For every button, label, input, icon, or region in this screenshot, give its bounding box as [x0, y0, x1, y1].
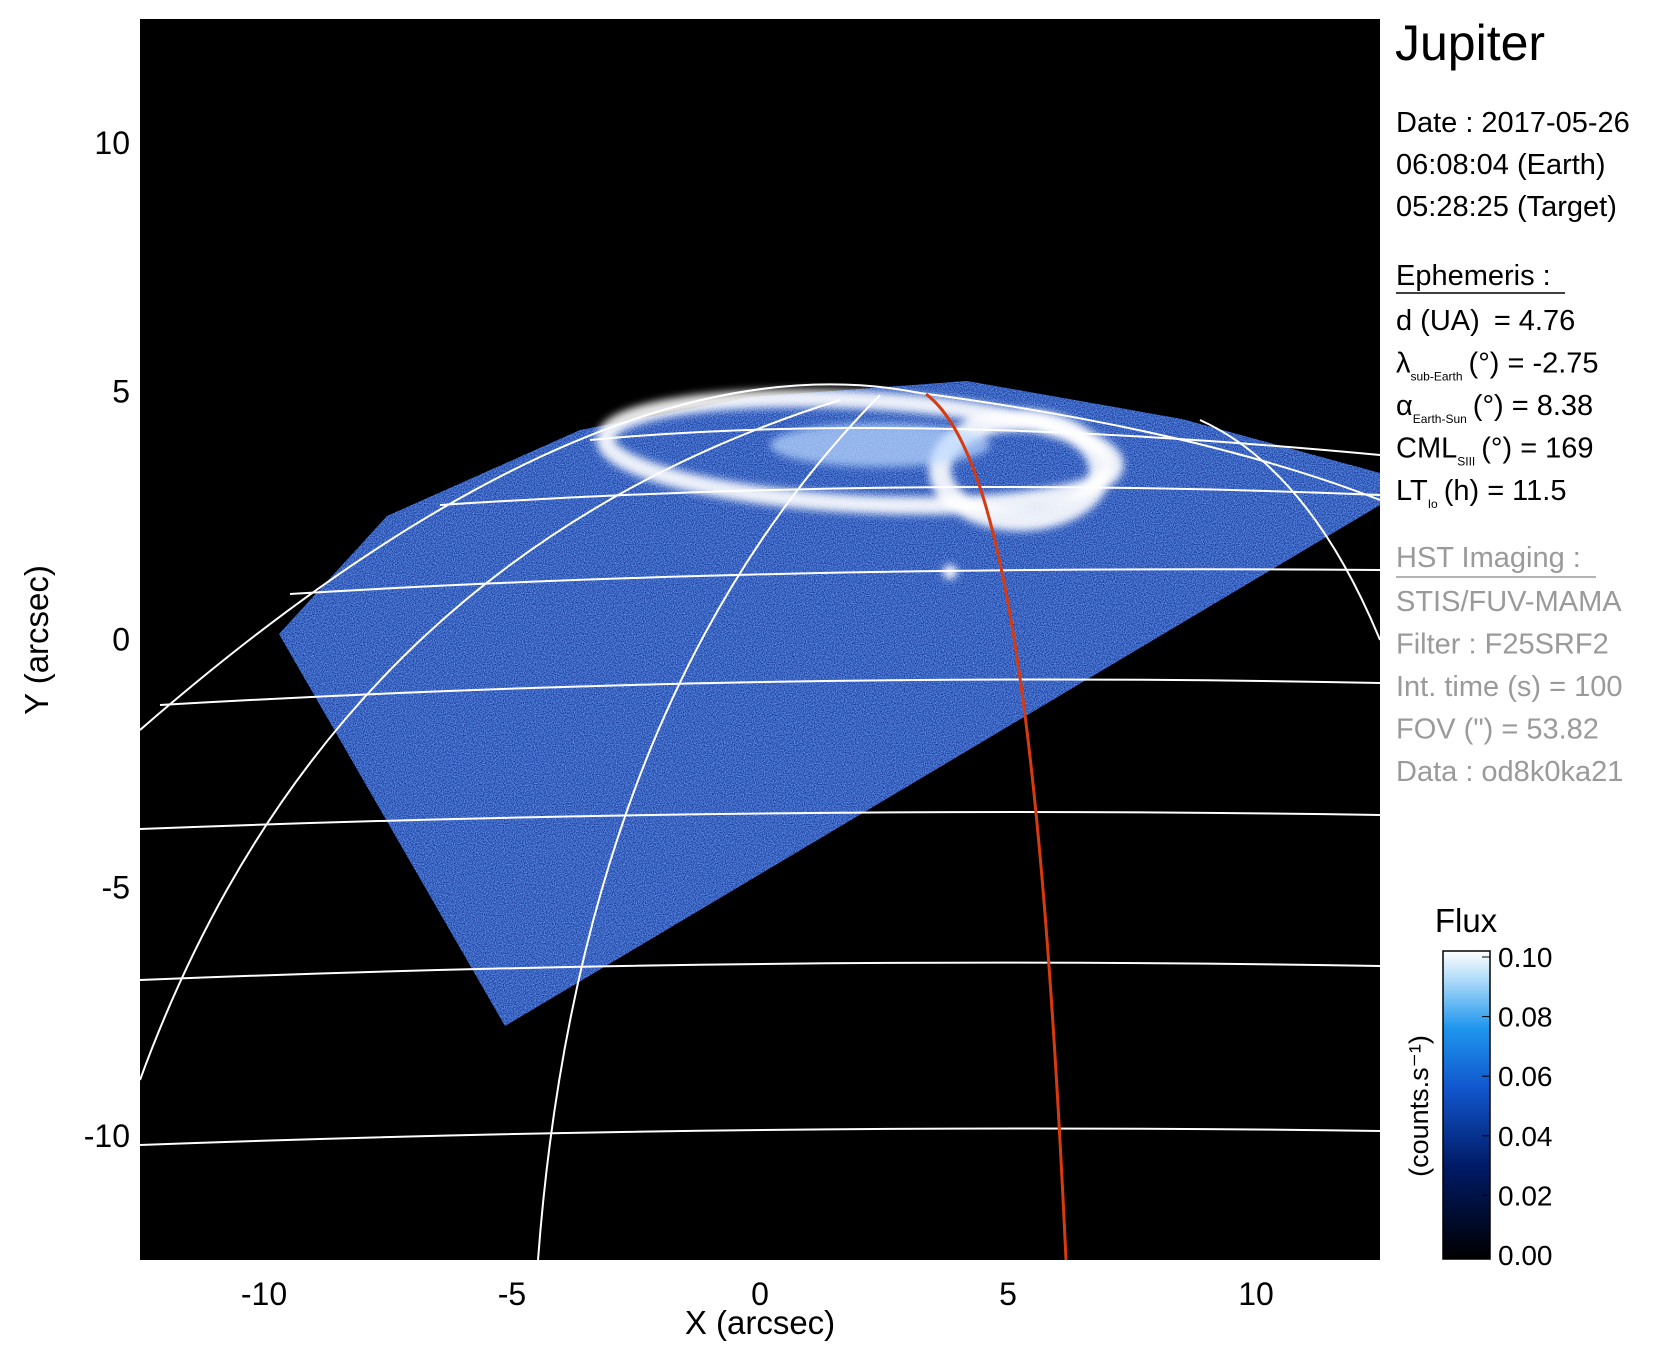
observation-info: Date : 2017-05-26 [1396, 107, 1630, 139]
ephemeris-name: λ [1396, 348, 1411, 380]
longitude-line [1199, 419, 1380, 641]
ephemeris-title: Ephemeris : [1396, 260, 1551, 292]
latitude-line [140, 961, 1380, 981]
ephemeris-subscript: Io [1428, 497, 1438, 511]
ephemeris-subscript: Earth-Sun [1413, 412, 1467, 426]
ephemeris-value: 169 [1545, 433, 1593, 465]
ephemeris-name: CML [1396, 433, 1457, 465]
y-tick-label: 5 [112, 373, 130, 409]
ephemeris-line: LTIo (h) = 11.5 [1396, 475, 1566, 511]
central-meridian [925, 392, 1068, 1260]
x-tick-label: -5 [498, 1276, 526, 1312]
latitude-line [439, 486, 1380, 506]
y-axis-label: Y (arcsec) [18, 565, 55, 715]
ephemeris-value: -2.75 [1532, 348, 1598, 380]
y-tick-label: 10 [94, 125, 130, 161]
colorbar-tick-label: 0.08 [1498, 1002, 1553, 1033]
ephemeris-unit: (°) = [1481, 433, 1537, 465]
observation-info: 05:28:25 (Target) [1396, 191, 1617, 223]
ephemeris-value: 11.5 [1512, 475, 1566, 507]
image-layer [140, 381, 1380, 1260]
latitude-line [159, 678, 1380, 706]
limb [140, 383, 1380, 731]
colorbar-label: (counts.s⁻¹) [1404, 1035, 1434, 1177]
ephemeris-line: λsub-Earth (°) = -2.75 [1396, 348, 1599, 384]
y-tick-label: -5 [102, 870, 130, 906]
ephemeris-unit: (°) = [1469, 348, 1525, 380]
colorbar [1442, 950, 1491, 1260]
y-tick-label: -10 [84, 1118, 130, 1154]
colorbar-tick-label: 0.02 [1498, 1180, 1553, 1211]
ephemeris-line: CMLSIII (°) = 169 [1396, 433, 1594, 469]
colorbar-title: Flux [1435, 902, 1498, 939]
ephemeris-unit: (h) = [1444, 475, 1504, 507]
imaging-info: Int. time (s) = 100 [1396, 671, 1622, 703]
ephemeris-unit: (°) = [1473, 390, 1529, 422]
colorbar-tick-label: 0.10 [1498, 942, 1553, 973]
ephemeris-value: 4.76 [1519, 305, 1575, 337]
imaging-title: HST Imaging : [1396, 542, 1581, 574]
ephemeris-name: d (UA) [1396, 305, 1480, 337]
imaging-info: STIS/FUV-MAMA [1396, 586, 1622, 618]
ephemeris-name: LT [1396, 475, 1428, 507]
ephemeris-line: αEarth-Sun (°) = 8.38 [1396, 390, 1593, 426]
colorbar-tick-label: 0.06 [1498, 1061, 1553, 1092]
x-tick-label: -10 [241, 1276, 287, 1312]
x-tick-label: 10 [1238, 1276, 1274, 1312]
latitude-line [289, 568, 1380, 595]
longitude-line [537, 394, 881, 1260]
latitude-line [140, 1127, 1380, 1146]
longitude-line [140, 399, 841, 1081]
ephemeris-unit: = [1486, 305, 1511, 337]
y-tick-label: 0 [112, 622, 130, 658]
ephemeris-value: 8.38 [1537, 390, 1593, 422]
ephemeris-subscript: SIII [1457, 455, 1475, 469]
x-axis-label: X (arcsec) [685, 1304, 835, 1341]
colorbar-tick-label: 0.04 [1498, 1121, 1553, 1152]
observation-info: 06:08:04 (Earth) [1396, 149, 1606, 181]
ephemeris-name: α [1396, 390, 1413, 422]
ephemeris-subscript: sub-Earth [1411, 370, 1463, 384]
ephemeris-line: d (UA) = 4.76 [1396, 305, 1575, 337]
x-tick-label: 0 [751, 1276, 769, 1312]
data-swath-texture [279, 381, 1380, 1026]
colorbar-tick-label: 0.00 [1498, 1240, 1553, 1271]
imaging-info: FOV (") = 53.82 [1396, 714, 1599, 746]
imaging-info: Data : od8k0ka21 [1396, 756, 1623, 788]
chart-title: Jupiter [1395, 15, 1545, 71]
latitude-line [140, 811, 1380, 830]
imaging-info: Filter : F25SRF2 [1396, 629, 1609, 661]
latitude-line [589, 427, 1380, 456]
x-tick-label: 5 [999, 1276, 1017, 1312]
